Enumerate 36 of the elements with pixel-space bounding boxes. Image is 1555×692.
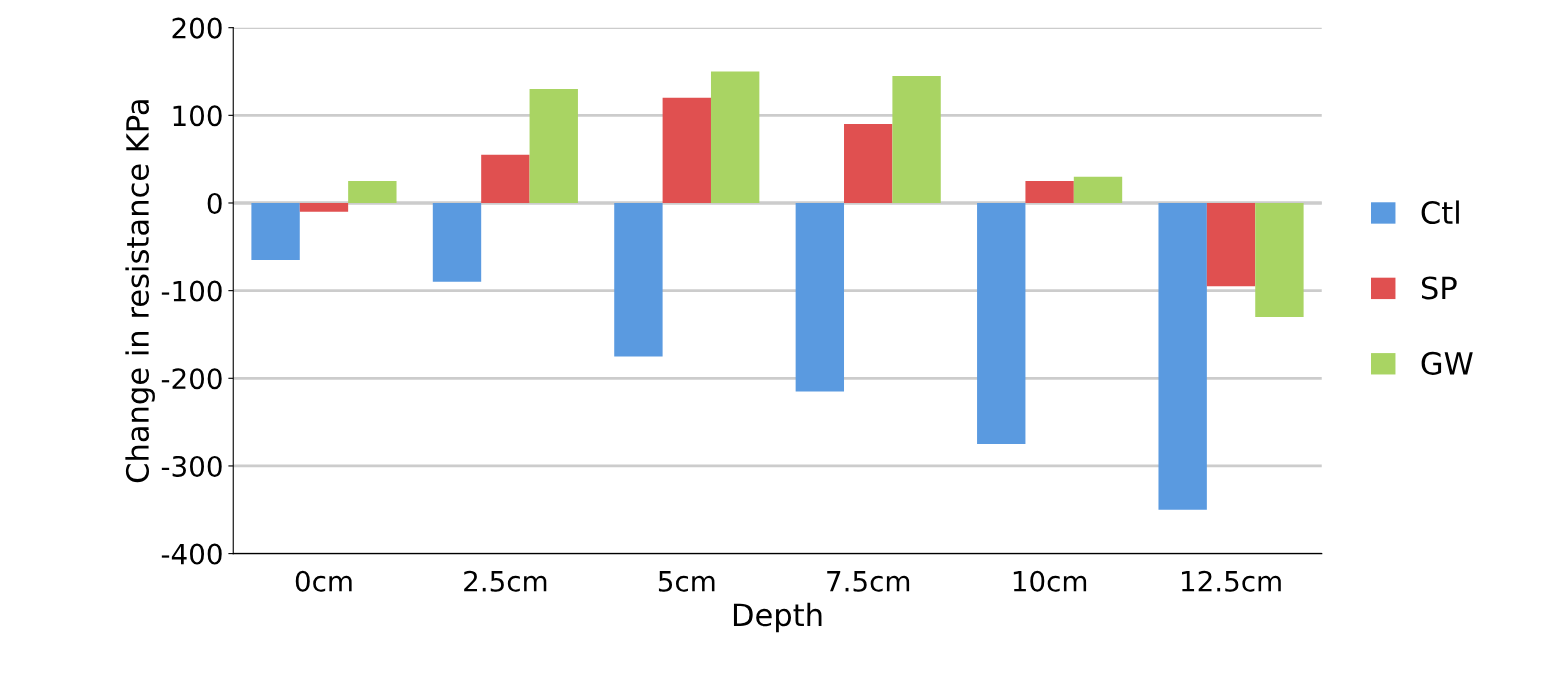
bar xyxy=(1255,202,1304,317)
x-tick-label: 5cm xyxy=(658,571,715,592)
bar xyxy=(1073,176,1123,203)
bar xyxy=(432,202,482,282)
legend-label: GW xyxy=(1421,351,1473,375)
bar xyxy=(251,202,300,260)
bar xyxy=(1206,202,1256,287)
y-tick-label: 200 xyxy=(172,17,222,39)
bar xyxy=(614,202,663,357)
bar xyxy=(299,202,349,212)
y-tick-label: -300 xyxy=(161,455,222,477)
y-tick-label: -400 xyxy=(161,543,222,565)
bar xyxy=(710,71,760,203)
x-axis-title: Depth xyxy=(733,602,822,633)
x-tick-label: 7.5cm xyxy=(827,571,910,592)
legend-label: Ctl xyxy=(1421,200,1459,225)
y-tick-label: -100 xyxy=(161,280,222,302)
bar xyxy=(529,89,578,203)
legend-label: SP xyxy=(1421,276,1457,300)
y-axis-title: Change in resistance KPa xyxy=(125,100,155,483)
bar xyxy=(481,154,530,203)
bar xyxy=(348,181,397,203)
x-tick-label: 10cm xyxy=(1013,570,1087,592)
bar xyxy=(662,97,711,203)
bar xyxy=(1025,181,1074,203)
bar xyxy=(844,124,893,203)
bar xyxy=(795,202,845,392)
bar xyxy=(977,202,1026,445)
y-tick-label: 100 xyxy=(173,105,222,127)
x-tick-label: 12.5cm xyxy=(1182,570,1281,592)
y-tick-label: 0 xyxy=(207,192,222,214)
bar xyxy=(1158,202,1207,510)
y-tick-label: -200 xyxy=(161,368,222,390)
x-tick-label: 2.5cm xyxy=(464,570,547,592)
bar xyxy=(892,75,941,203)
x-tick-label: 0cm xyxy=(295,570,352,592)
